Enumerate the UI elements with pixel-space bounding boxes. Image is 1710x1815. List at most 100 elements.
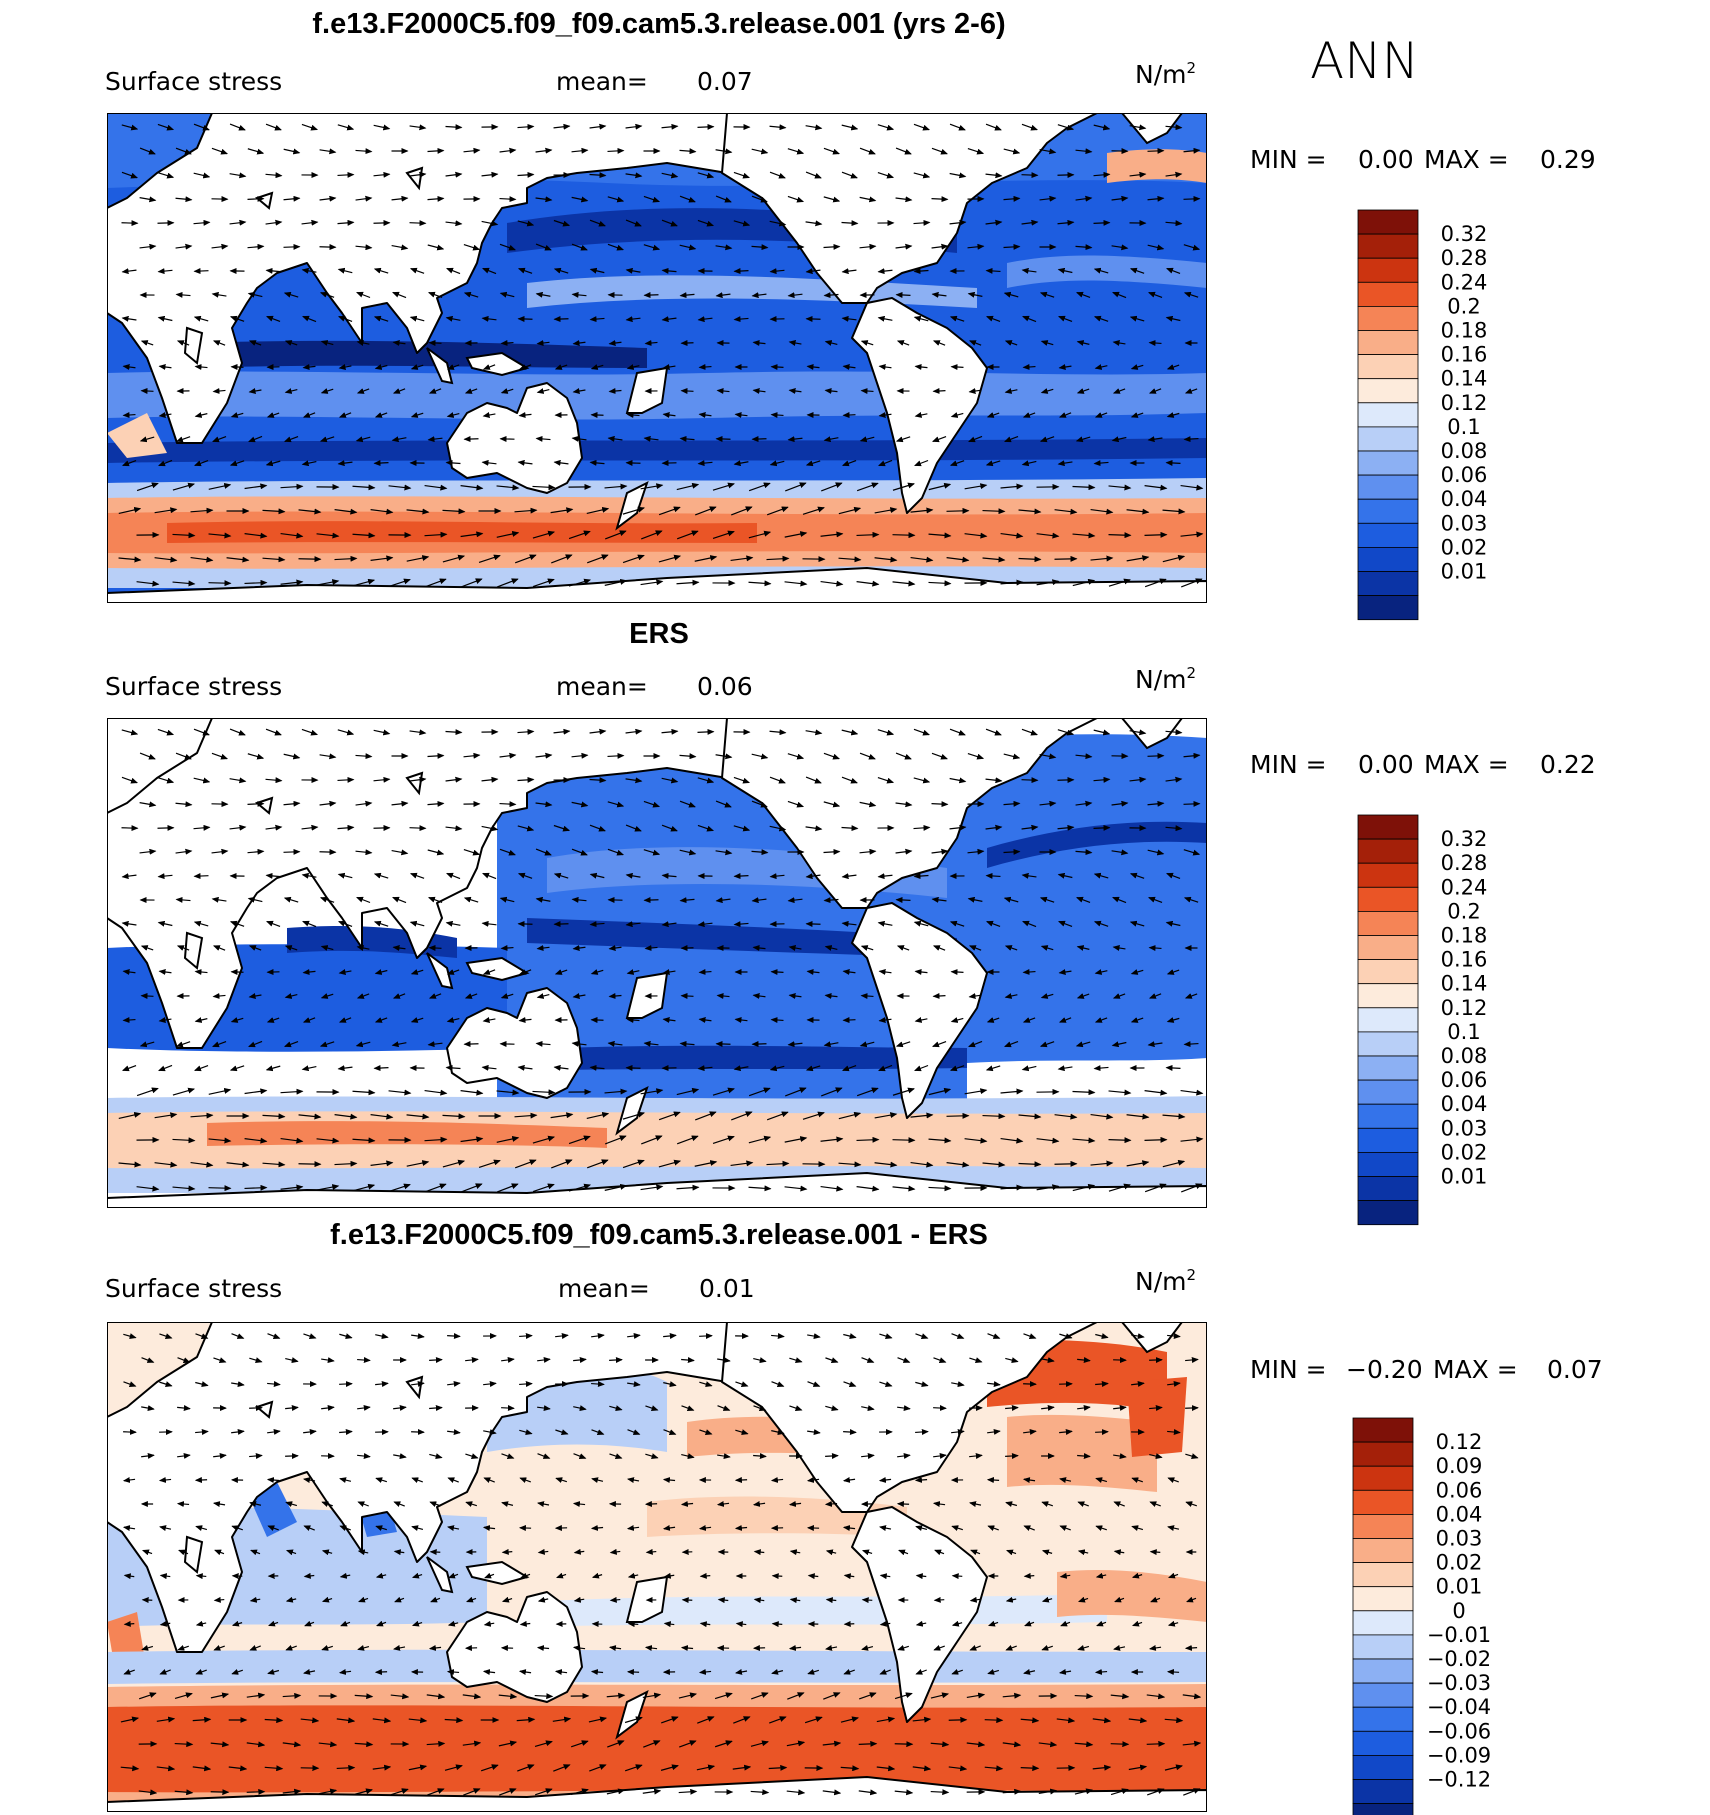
wind-vector-arrow bbox=[1111, 849, 1129, 856]
variable-label: Surface stress bbox=[105, 1274, 282, 1303]
wind-vector-arrow bbox=[715, 148, 733, 155]
wind-vector-arrow bbox=[1058, 412, 1072, 418]
wind-vector-arrow bbox=[571, 147, 589, 154]
wind-vector-arrow bbox=[950, 364, 964, 370]
wind-vector-arrow bbox=[409, 776, 427, 783]
wind-vector-arrow bbox=[208, 483, 232, 490]
wind-vector-arrow bbox=[208, 1185, 232, 1192]
wind-vector-arrow bbox=[860, 340, 874, 346]
wind-vector-arrow bbox=[1129, 776, 1147, 783]
wind-vector-arrow bbox=[193, 728, 210, 736]
wind-vector-arrow bbox=[1184, 1644, 1198, 1651]
wind-vector-arrow bbox=[1129, 124, 1147, 131]
colorbar-tick-label: 0.04 bbox=[1436, 1502, 1483, 1526]
wind-vector-arrow bbox=[625, 267, 641, 274]
wind-vector-arrow bbox=[861, 1597, 873, 1604]
wind-vector-arrow bbox=[157, 920, 173, 927]
wind-vector-arrow bbox=[824, 388, 838, 394]
wind-vector-arrow bbox=[607, 752, 625, 759]
wind-vector-arrow bbox=[1166, 1669, 1180, 1676]
wind-vector-arrow bbox=[1111, 436, 1127, 443]
wind-vector-arrow bbox=[157, 873, 173, 880]
wind-vector-arrow bbox=[571, 196, 589, 203]
wind-vector-arrow bbox=[154, 507, 178, 514]
wind-vector-arrow bbox=[805, 729, 823, 736]
wind-vector-arrow bbox=[122, 459, 137, 467]
wind-vector-arrow bbox=[461, 578, 483, 588]
wind-vector-arrow bbox=[1147, 800, 1165, 807]
wind-vector-arrow bbox=[121, 124, 139, 131]
wind-vector-arrow bbox=[481, 776, 499, 783]
wind-vector-arrow bbox=[951, 1573, 963, 1580]
wind-vector-arrow bbox=[499, 291, 515, 298]
wind-vector-arrow bbox=[1148, 896, 1163, 904]
wind-vector-arrow bbox=[373, 267, 389, 274]
wind-vector-arrow bbox=[770, 969, 784, 975]
wind-vector-arrow bbox=[805, 124, 823, 131]
wind-vector-arrow bbox=[175, 896, 191, 903]
wind-vector-arrow bbox=[370, 508, 394, 515]
wind-vector-arrow bbox=[625, 728, 643, 735]
wind-vector-arrow bbox=[679, 849, 697, 856]
wind-vector-arrow bbox=[715, 195, 732, 203]
wind-vector-arrow bbox=[139, 436, 155, 443]
wind-vector-arrow bbox=[571, 435, 587, 442]
wind-vector-arrow bbox=[967, 243, 985, 250]
wind-vector-arrow bbox=[247, 753, 265, 760]
wind-vector-arrow bbox=[913, 219, 931, 226]
wind-vector-arrow bbox=[1147, 147, 1165, 154]
mean-label: mean= bbox=[556, 67, 648, 96]
wind-vector-arrow bbox=[410, 412, 424, 418]
wind-vector-arrow bbox=[460, 531, 484, 538]
wind-vector-arrow bbox=[968, 388, 982, 394]
wind-vector-arrow bbox=[877, 873, 893, 880]
wind-vector-arrow bbox=[211, 147, 228, 155]
wind-vector-arrow bbox=[805, 776, 822, 784]
colorbar-swatch bbox=[1352, 1658, 1414, 1684]
wind-vector-arrow bbox=[913, 123, 930, 131]
wind-vector-arrow bbox=[157, 728, 175, 736]
wind-vector-arrow bbox=[658, 554, 682, 563]
wind-vector-arrow bbox=[406, 508, 430, 515]
wind-vector-arrow bbox=[715, 244, 733, 251]
wind-vector-arrow bbox=[499, 896, 515, 903]
wind-vector-arrow bbox=[1036, 579, 1060, 586]
wind-vector-arrow bbox=[355, 244, 373, 251]
wind-vector-arrow bbox=[139, 243, 157, 250]
wind-vector-arrow bbox=[625, 921, 641, 928]
wind-vector-arrow bbox=[1162, 508, 1186, 515]
wind-vector-arrow bbox=[643, 195, 661, 203]
wind-vector-arrow bbox=[501, 1548, 513, 1555]
wind-vector-arrow bbox=[1093, 460, 1109, 467]
wind-vector-arrow bbox=[949, 777, 967, 784]
colorbar-swatch bbox=[1357, 1200, 1419, 1226]
wind-vector-arrow bbox=[841, 315, 857, 322]
wind-vector-arrow bbox=[842, 364, 856, 370]
wind-vector-arrow bbox=[194, 364, 208, 370]
wind-vector-arrow bbox=[190, 507, 214, 514]
colorbar-tick-label: 0.06 bbox=[1436, 1478, 1483, 1502]
wind-vector-arrow bbox=[176, 945, 190, 951]
wind-vector-arrow bbox=[1111, 195, 1129, 202]
wind-vector-arrow bbox=[1183, 147, 1201, 154]
wind-vector-arrow bbox=[856, 580, 880, 587]
colorbar-swatch bbox=[1352, 1417, 1414, 1443]
max-value: 0.07 bbox=[1547, 1355, 1603, 1384]
wind-vector-arrow bbox=[1003, 800, 1021, 807]
wind-vector-arrow bbox=[1165, 315, 1181, 322]
wind-vector-arrow bbox=[679, 753, 697, 760]
wind-vector-arrow bbox=[877, 776, 895, 784]
wind-vector-arrow bbox=[1165, 171, 1183, 178]
wind-vector-arrow bbox=[697, 123, 715, 130]
wind-vector-arrow bbox=[244, 483, 268, 490]
wind-vector-arrow bbox=[1093, 872, 1109, 879]
wind-vector-arrow bbox=[121, 873, 137, 880]
wind-vector-arrow bbox=[698, 364, 712, 370]
wind-vector-arrow bbox=[1183, 195, 1201, 202]
colorbar-tick-label: 0 bbox=[1452, 1599, 1465, 1623]
wind-vector-arrow bbox=[445, 315, 461, 322]
wind-vector-arrow bbox=[806, 364, 820, 370]
wind-vector-arrow bbox=[625, 172, 643, 179]
wind-vector-arrow bbox=[859, 243, 877, 250]
wind-vector-arrow bbox=[283, 148, 301, 155]
